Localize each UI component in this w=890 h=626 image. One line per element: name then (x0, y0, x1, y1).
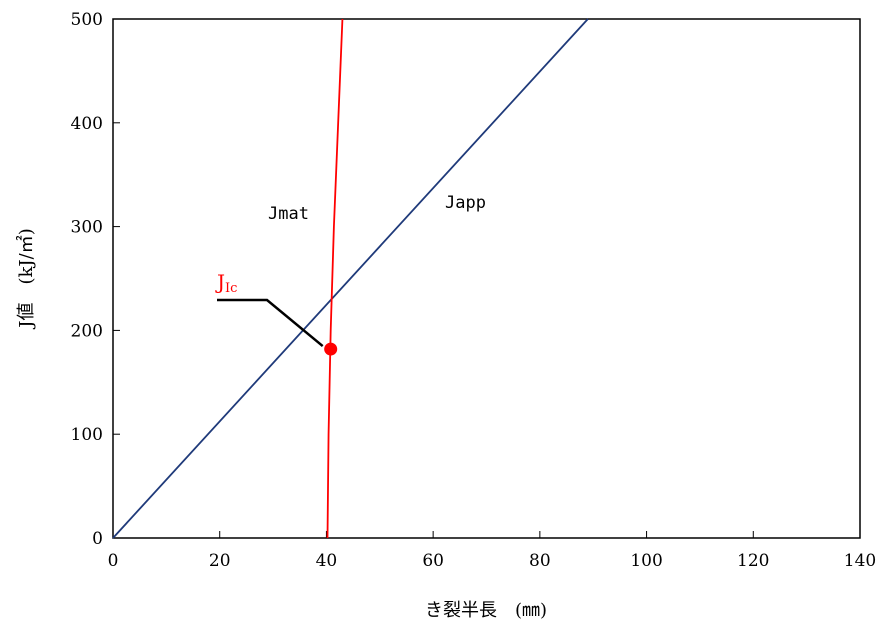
y-axis-title: J値 (kJ/㎡) (15, 228, 37, 329)
y-tick-label-0: 0 (92, 529, 103, 549)
series-label-jmat: Jmat (268, 204, 309, 224)
y-tick-label-2: 200 (71, 321, 103, 341)
x-tick-label-5: 100 (630, 551, 662, 571)
series-line-jmat (326, 18, 344, 539)
tick-group: 0 20 40 60 80 100 120 140 0 100 200 300 400 500 (71, 10, 877, 571)
y-tick-label-1: 100 (71, 425, 103, 445)
jic-leader-line (217, 298, 324, 348)
jic-label-main: J (215, 270, 225, 294)
x-tick-label-4: 80 (529, 551, 551, 571)
y-tick-label-3: 300 (71, 218, 103, 238)
plot-area (112, 18, 861, 539)
annotation-group (217, 298, 338, 356)
x-axis-title: き裂半長 (㎜) (425, 600, 547, 621)
series-label-japp: Japp (445, 193, 486, 213)
jic-label: JIc (215, 270, 237, 296)
x-tick-label-2: 40 (316, 551, 338, 571)
jic-label-sub: Ic (225, 281, 237, 296)
series-group (112, 18, 589, 539)
x-tick-label-6: 120 (737, 551, 769, 571)
x-tick-label-0: 0 (108, 551, 119, 571)
series-line-japp (112, 18, 589, 539)
jic-point (324, 342, 338, 356)
y-tick-label-4: 400 (71, 114, 103, 134)
x-tick-label-3: 60 (422, 551, 444, 571)
x-tick-label-7: 140 (844, 551, 876, 571)
x-tick-label-1: 20 (209, 551, 231, 571)
y-tick-label-5: 500 (71, 10, 103, 30)
